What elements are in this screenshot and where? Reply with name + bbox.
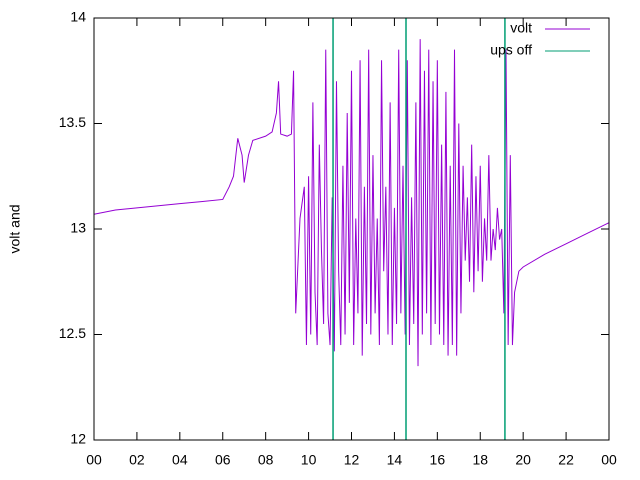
y-tick-label: 14 bbox=[70, 9, 86, 25]
x-tick-label: 22 bbox=[558, 452, 574, 468]
x-tick-label: 12 bbox=[344, 452, 360, 468]
x-tick-label: 14 bbox=[387, 452, 403, 468]
x-tick-label: 10 bbox=[301, 452, 317, 468]
legend-label: ups off bbox=[490, 42, 532, 58]
plot-border bbox=[93, 17, 610, 441]
volt-line bbox=[93, 39, 610, 367]
x-tick-label: 20 bbox=[515, 452, 531, 468]
x-tick-label: 18 bbox=[472, 452, 488, 468]
legend-label: volt bbox=[510, 20, 532, 36]
x-tick-label: 06 bbox=[215, 452, 231, 468]
x-tick-label: 00 bbox=[86, 452, 102, 468]
y-tick-label: 12.5 bbox=[59, 325, 86, 341]
x-tick-label: 08 bbox=[258, 452, 274, 468]
y-tick-label: 12 bbox=[70, 431, 86, 447]
x-tick-label: 00 bbox=[601, 452, 617, 468]
y-axis-label: volt and bbox=[7, 204, 23, 253]
x-tick-label: 16 bbox=[430, 452, 446, 468]
y-tick-label: 13 bbox=[70, 220, 86, 236]
x-tick-label: 04 bbox=[172, 452, 188, 468]
x-tick-label: 02 bbox=[129, 452, 145, 468]
y-tick-label: 13.5 bbox=[59, 114, 86, 130]
